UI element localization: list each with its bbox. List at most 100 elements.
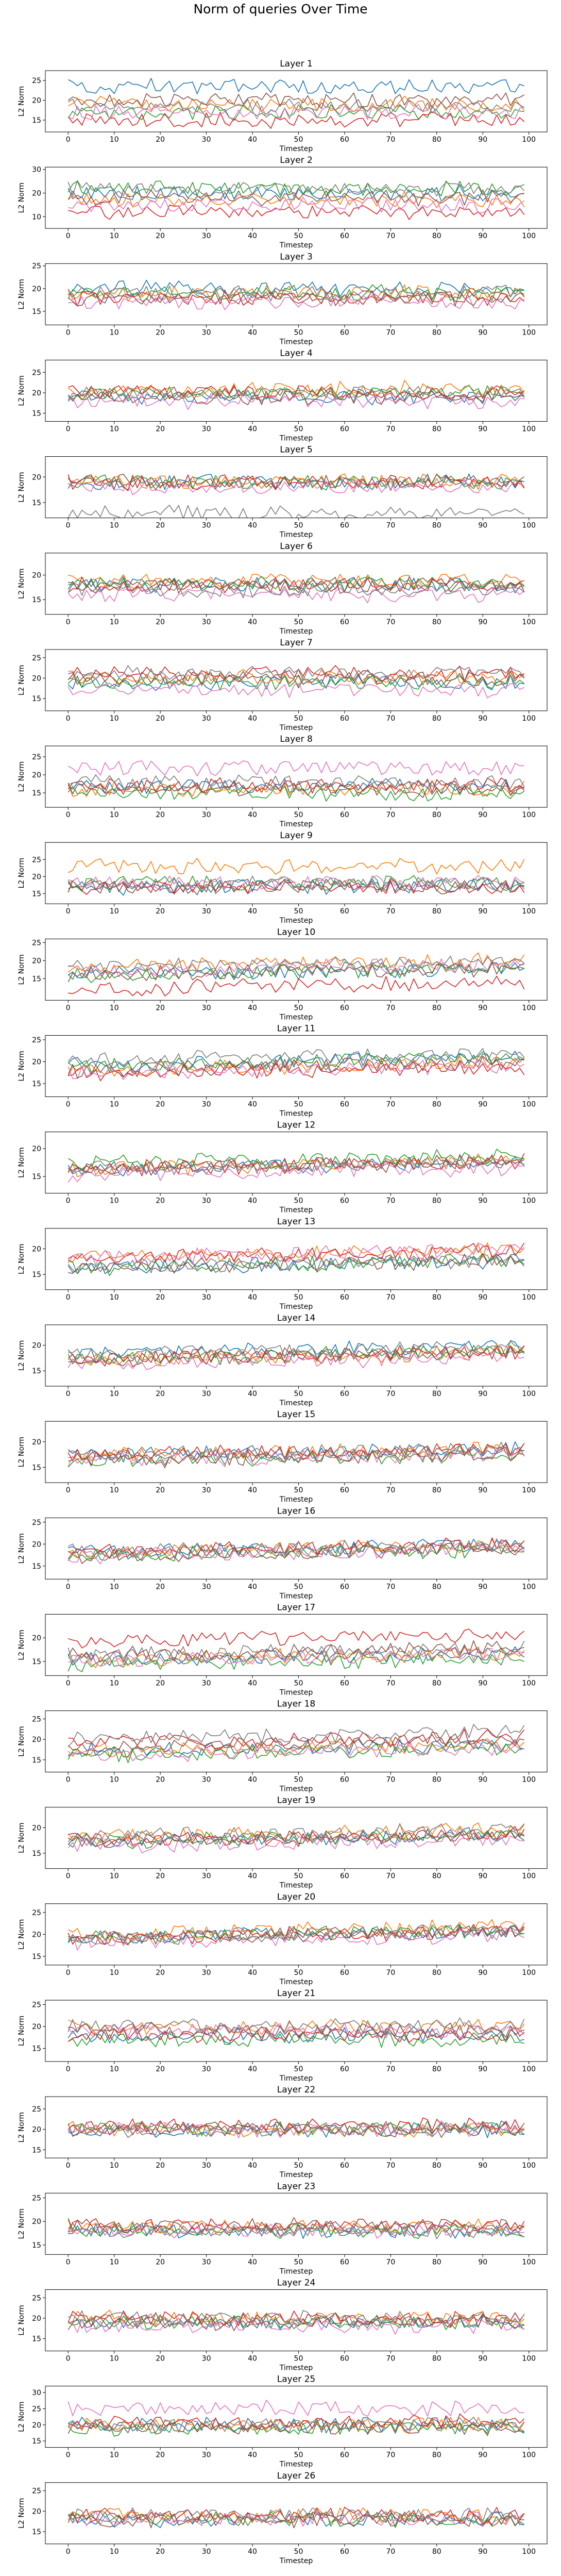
x-axis-label: Timestep <box>279 1978 313 1986</box>
x-tick-label: 0 <box>66 522 71 530</box>
series-line <box>67 2222 524 2239</box>
panel-26: Layer 26 0 10 20 30 40 50 60 70 80 90 100 15 20 25 Time… <box>18 2471 548 2565</box>
x-tick-label: 40 <box>248 907 257 916</box>
axes-frame <box>45 1228 548 1290</box>
series-line <box>68 196 525 213</box>
axes-frame <box>45 70 548 132</box>
x-tick-label: 80 <box>432 1583 441 1591</box>
x-tick-label: 20 <box>156 1486 165 1494</box>
x-tick-label: 10 <box>110 2162 119 2170</box>
x-tick-label: 0 <box>66 1583 71 1591</box>
axes-frame <box>45 167 548 229</box>
x-tick-label: 30 <box>202 136 211 144</box>
series-line <box>67 1056 524 1079</box>
x-tick-label: 70 <box>386 1872 395 1881</box>
x-axis-label: Timestep <box>279 820 313 828</box>
y-tick-label: 20 <box>32 1634 41 1642</box>
x-tick-label: 20 <box>156 232 165 240</box>
x-tick-label: 100 <box>522 1197 536 1205</box>
x-tick-label: 20 <box>156 1197 165 1205</box>
x-tick-label: 50 <box>294 1004 303 1012</box>
y-axis-label: L2 Norm <box>18 2401 26 2432</box>
x-tick-label: 10 <box>110 1776 119 1784</box>
panel-25: Layer 25 0 10 20 30 40 50 60 70 80 90 100 15 20 25 30 Ti… <box>18 2374 548 2469</box>
y-tick-label: 20 <box>32 674 41 683</box>
panel-title: Layer 15 <box>277 1409 315 1420</box>
y-tick-label: 15 <box>32 1953 41 1961</box>
x-tick-label: 30 <box>202 1293 211 1302</box>
y-axis-label: L2 Norm <box>18 1823 26 1853</box>
x-tick-label: 40 <box>248 2354 257 2363</box>
x-tick-label: 100 <box>522 1969 536 1977</box>
x-tick-label: 90 <box>478 1390 487 1398</box>
series-group <box>67 180 525 220</box>
x-tick-label: 10 <box>110 1969 119 1977</box>
x-tick-label: 30 <box>202 1197 211 1205</box>
y-tick-label: 15 <box>32 1756 41 1765</box>
panel-9: Layer 9 0 10 20 30 40 50 60 70 80 90 100 15 20 25 Times… <box>18 830 548 925</box>
x-tick-label: 0 <box>66 1872 71 1881</box>
x-tick-label: 50 <box>294 2548 303 2556</box>
series-line <box>68 1441 525 1461</box>
x-axis-label: Timestep <box>279 2267 313 2275</box>
x-tick-label: 50 <box>294 1486 303 1494</box>
x-tick-label: 40 <box>248 1293 257 1302</box>
y-tick-label: 15 <box>32 1850 41 1858</box>
x-tick-label: 40 <box>248 136 257 144</box>
x-tick-label: 0 <box>66 1197 71 1205</box>
x-tick-label: 20 <box>156 1390 165 1398</box>
series-line <box>67 505 525 518</box>
x-tick-label: 80 <box>432 1293 441 1302</box>
x-tick-label: 30 <box>202 2258 211 2266</box>
x-tick-label: 90 <box>478 618 487 626</box>
series-group <box>67 279 525 310</box>
x-tick-label: 40 <box>248 328 257 337</box>
x-tick-label: 70 <box>386 2548 395 2556</box>
axes-frame <box>45 1421 548 1483</box>
x-tick-label: 30 <box>202 1679 211 1687</box>
x-tick-label: 80 <box>432 2548 441 2556</box>
x-tick-label: 70 <box>386 1679 395 1687</box>
x-tick-label: 60 <box>340 2548 349 2556</box>
series-line <box>67 2314 524 2331</box>
x-tick-label: 60 <box>340 1197 349 1205</box>
x-tick-label: 90 <box>478 714 487 723</box>
x-tick-label: 0 <box>66 1679 71 1687</box>
y-tick-label: 25 <box>32 2487 41 2496</box>
x-tick-label: 0 <box>66 232 71 240</box>
series-group <box>67 665 525 699</box>
x-tick-label: 60 <box>340 2258 349 2266</box>
series-group <box>67 2506 525 2529</box>
panel-21: Layer 21 0 10 20 30 40 50 60 70 80 90 100 15 20 25 Time… <box>18 1988 548 2083</box>
x-tick-label: 20 <box>156 1969 165 1977</box>
y-tick-label: 25 <box>32 2405 41 2413</box>
series-line <box>67 189 524 207</box>
series-line <box>67 1161 524 1183</box>
x-tick-label: 30 <box>202 2548 211 2556</box>
y-axis-label: L2 Norm <box>18 1437 26 1467</box>
x-tick-label: 80 <box>432 907 441 916</box>
axes-frame <box>45 1035 548 1097</box>
x-tick-label: 90 <box>478 522 487 530</box>
panel-14: Layer 14 0 10 20 30 40 50 60 70 80 90 100 15 20 Timest… <box>18 1313 548 1407</box>
y-axis-label: L2 Norm <box>18 2498 26 2529</box>
series-line <box>67 877 524 895</box>
series-line <box>67 1242 525 1264</box>
series-line <box>67 1242 525 1262</box>
x-tick-label: 60 <box>340 522 349 530</box>
series-line <box>68 573 525 589</box>
x-tick-label: 60 <box>340 2451 349 2459</box>
x-tick-label: 10 <box>110 1101 119 1109</box>
series-line <box>67 473 525 491</box>
x-axis-label: Timestep <box>279 627 313 636</box>
x-tick-label: 70 <box>386 1390 395 1398</box>
x-tick-label: 60 <box>340 2354 349 2363</box>
x-axis-label: Timestep <box>279 1592 313 1600</box>
x-tick-label: 70 <box>386 2354 395 2363</box>
y-axis-label: L2 Norm <box>18 472 26 502</box>
x-tick-label: 40 <box>248 1390 257 1398</box>
series-line <box>67 1924 525 1946</box>
x-tick-label: 70 <box>386 1197 395 1205</box>
y-tick-label: 20 <box>32 1824 41 1832</box>
panel-11: Layer 11 0 10 20 30 40 50 60 70 80 90 100 15 20 25 Time… <box>18 1024 548 1118</box>
